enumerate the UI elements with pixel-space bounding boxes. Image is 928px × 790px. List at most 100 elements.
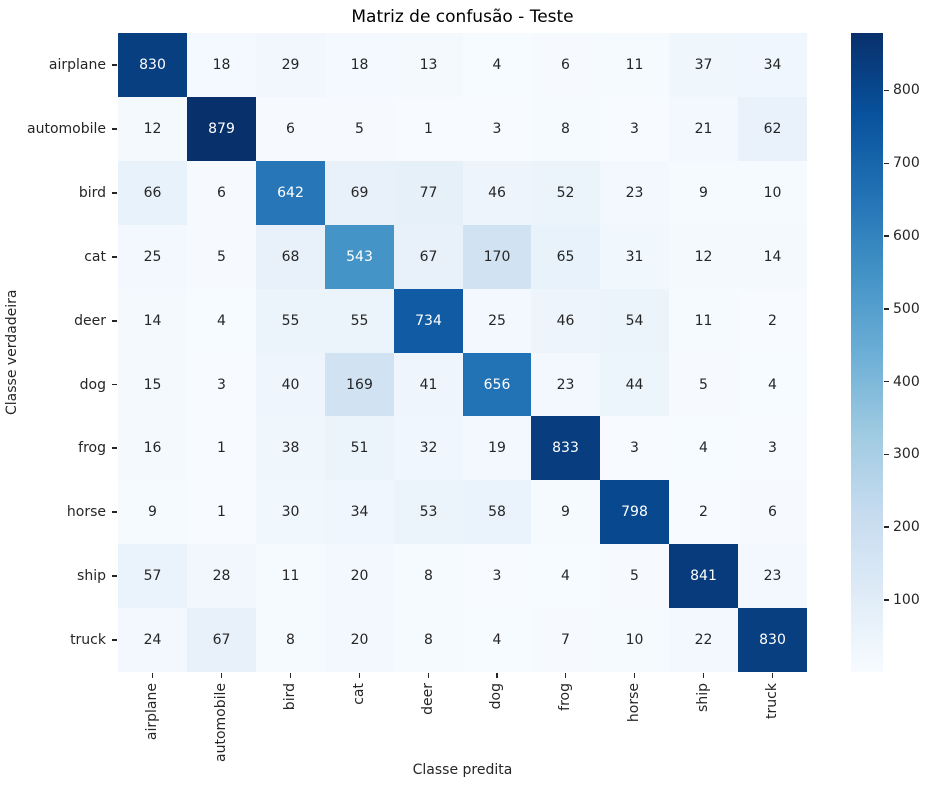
heatmap-cell: 170	[463, 225, 531, 289]
heatmap-cell: 9	[531, 480, 600, 544]
row-tick-label: truck	[70, 632, 106, 648]
heatmap-cell: 3	[463, 544, 531, 608]
row-tick-label: bird	[78, 185, 106, 201]
heatmap-cell: 6	[531, 33, 600, 97]
heatmap-cell: 8	[531, 97, 600, 161]
y-tick-mark	[112, 64, 117, 66]
colorbar-gradient	[851, 33, 883, 672]
y-tick-mark	[112, 320, 117, 322]
colorbar-tick-mark	[884, 526, 889, 528]
row-tick-label: automobile	[27, 121, 106, 137]
heatmap-cell: 19	[463, 416, 531, 480]
colorbar-tick-mark	[884, 453, 889, 456]
heatmap-cell: 68	[256, 225, 325, 289]
chart-title: Matriz de confusão - Teste	[351, 7, 574, 27]
heatmap-cell: 20	[325, 608, 394, 672]
heatmap-cell: 30	[256, 480, 325, 544]
heatmap-cell: 66	[118, 161, 187, 225]
x-tick-mark	[771, 673, 774, 678]
heatmap-cell: 52	[531, 161, 600, 225]
heatmap-cell: 18	[325, 33, 394, 97]
y-tick-mark	[112, 128, 117, 130]
heatmap-cell: 10	[738, 161, 807, 225]
heatmap-cell: 4	[463, 33, 531, 97]
colorbar-tick-mark	[884, 235, 889, 237]
heatmap-cell: 879	[187, 97, 256, 161]
heatmap-cell: 5	[187, 225, 256, 289]
colorbar-tick-mark	[884, 599, 889, 601]
heatmap-cell: 3	[463, 97, 531, 161]
heatmap-cell: 40	[256, 353, 325, 416]
heatmap-cell: 55	[325, 289, 394, 353]
heatmap-cell: 13	[394, 33, 463, 97]
heatmap-cell: 3	[600, 97, 669, 161]
heatmap-cell: 51	[325, 416, 394, 480]
heatmap-cell: 9	[118, 480, 187, 544]
row-tick-label: airplane	[48, 57, 106, 73]
heatmap-cell: 3	[187, 353, 256, 416]
y-tick-mark	[112, 256, 117, 258]
colorbar-tick-label: 600	[893, 228, 920, 245]
heatmap-cell: 11	[600, 33, 669, 97]
colorbar-tick-mark	[884, 380, 889, 383]
heatmap-cell: 54	[600, 289, 669, 353]
colorbar-tick-label: 300	[893, 446, 920, 463]
colorbar-tick-label: 200	[893, 519, 920, 536]
heatmap-cell: 2	[738, 289, 807, 353]
heatmap-cell: 734	[394, 289, 463, 353]
heatmap-cell: 53	[394, 480, 463, 544]
heatmap-cell: 6	[256, 97, 325, 161]
heatmap-cell: 8	[394, 544, 463, 608]
row-tick-label: horse	[66, 504, 106, 520]
row-tick-label: ship	[77, 568, 106, 584]
heatmap-cell: 169	[325, 353, 394, 416]
heatmap-cell: 65	[531, 225, 600, 289]
heatmap-cell: 798	[600, 480, 669, 544]
x-axis-tick-labels: airplane automobile bird cat deer dog frog hors…	[118, 672, 807, 784]
heatmap-cell: 4	[463, 608, 531, 672]
col-tick-label: cat	[350, 683, 367, 705]
heatmap-cell: 9	[669, 161, 738, 225]
x-axis-label: Classe predita	[412, 762, 513, 778]
heatmap-cell: 6	[187, 161, 256, 225]
y-tick-mark	[112, 511, 117, 513]
heatmap-cell: 24	[118, 608, 187, 672]
heatmap-cell: 67	[187, 608, 256, 672]
x-tick-mark	[633, 673, 636, 678]
col-tick-label: dog	[488, 683, 504, 710]
col-tick-label: frog	[556, 683, 573, 711]
heatmap-cell: 23	[531, 353, 600, 416]
row-tick-label: frog	[78, 440, 106, 456]
x-tick-mark	[220, 673, 223, 678]
heatmap-cell: 58	[463, 480, 531, 544]
heatmap-cell: 5	[600, 544, 669, 608]
heatmap-cell: 12	[118, 97, 187, 161]
y-tick-mark	[112, 447, 117, 449]
heatmap-cell: 23	[600, 161, 669, 225]
heatmap-cell: 830	[118, 33, 187, 97]
heatmap-cell: 5	[669, 353, 738, 416]
heatmap-cell: 34	[325, 480, 394, 544]
x-tick-mark	[427, 673, 430, 678]
heatmap-cell: 656	[463, 353, 531, 416]
col-tick-label: horse	[625, 683, 642, 723]
colorbar-tick-mark	[884, 308, 889, 310]
heatmap-cell: 67	[394, 225, 463, 289]
heatmap-cell: 6	[738, 480, 807, 544]
heatmap-cell: 14	[118, 289, 187, 353]
heatmap-cell: 11	[669, 289, 738, 353]
heatmap-cell: 841	[669, 544, 738, 608]
heatmap-cell: 62	[738, 97, 807, 161]
heatmap-cell: 642	[256, 161, 325, 225]
y-tick-mark	[112, 192, 117, 194]
colorbar-tick-label: 400	[893, 373, 920, 390]
x-tick-mark	[564, 673, 567, 678]
heatmap-cell: 12	[669, 225, 738, 289]
heatmap-cell: 18	[187, 33, 256, 97]
y-tick-mark	[112, 575, 117, 577]
heatmap-cell: 55	[256, 289, 325, 353]
heatmap-cell: 20	[325, 544, 394, 608]
x-tick-mark	[496, 673, 498, 678]
heatmap-cell: 69	[325, 161, 394, 225]
